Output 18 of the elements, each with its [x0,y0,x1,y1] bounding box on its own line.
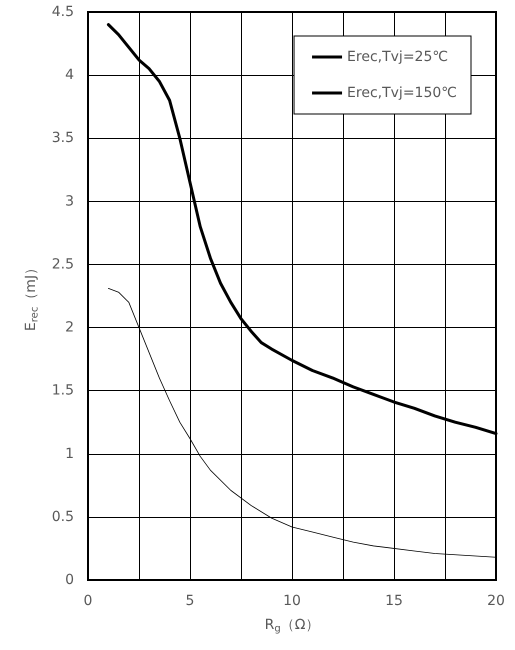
y-tick-label: 0 [65,572,74,588]
x-tick-label: 0 [84,593,92,609]
y-tick-label: 2 [65,320,74,336]
x-tick-label: 5 [186,593,194,609]
y-tick-label: 1.5 [52,382,74,399]
y-tick-label: 3.5 [52,130,74,146]
y-tick-label: 4.5 [52,4,74,20]
y-axis-title: Erec（mJ） [23,260,40,332]
y-tick-label: 2.5 [52,256,74,272]
x-tick-label: 20 [487,593,505,609]
x-tick-label: 15 [385,593,403,609]
legend-label: Erec,Tvj=25℃ [347,49,448,65]
y-tick-label: 0.5 [52,508,74,525]
y-tick-label: 1 [65,446,74,462]
legend-label: Erec,Tvj=150℃ [347,85,458,101]
y-tick-label: 3 [65,193,74,210]
y-tick-label: 4 [65,67,74,84]
x-tick-label: 10 [283,593,301,609]
